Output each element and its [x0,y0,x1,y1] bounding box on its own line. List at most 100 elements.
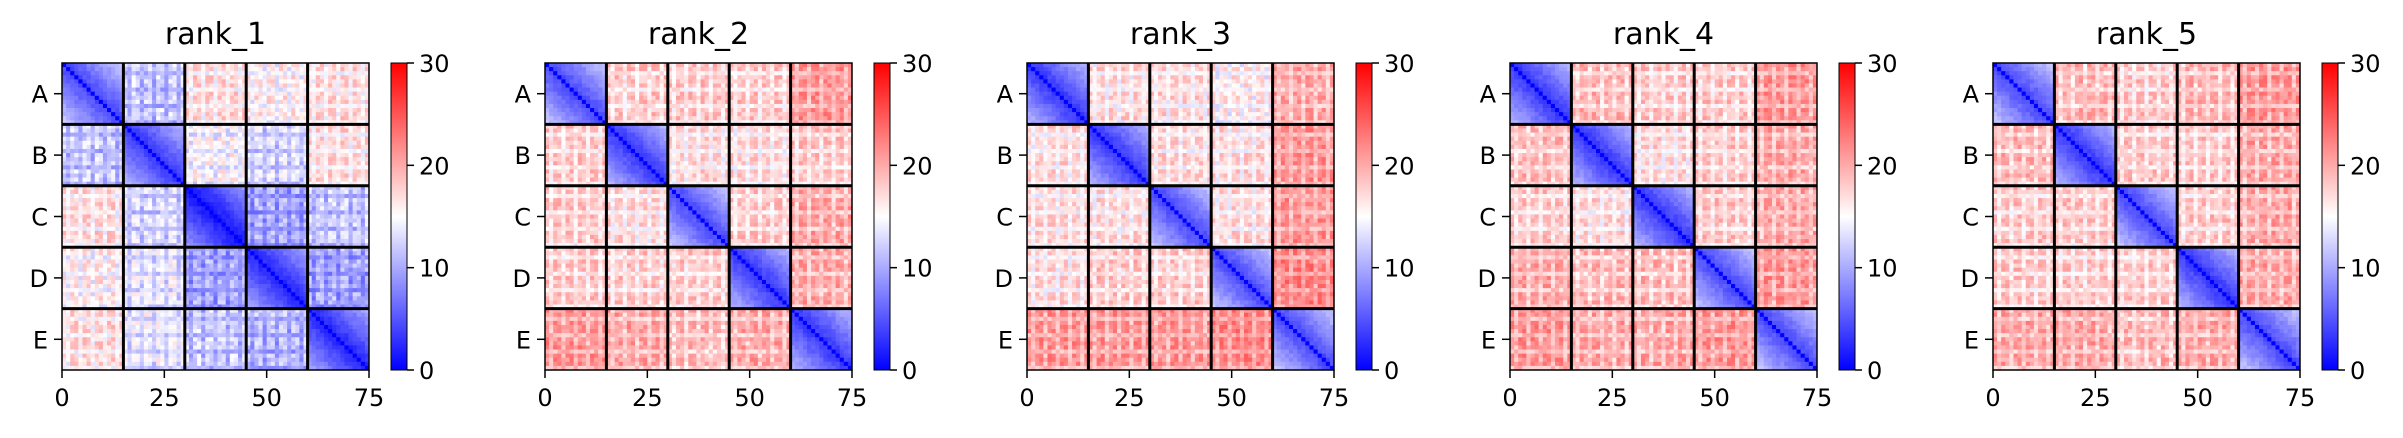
heatmap-cell [299,75,303,79]
heatmap-cell [222,92,226,96]
heatmap-cell [193,108,197,112]
heatmap-cell [340,235,344,239]
heatmap-cell [70,231,74,235]
heatmap-cell [291,96,295,100]
heatmap-cell [275,235,279,239]
heatmap-cell [291,88,295,92]
heatmap-cell [91,198,95,202]
heatmap-cell [70,313,74,317]
heatmap-cell [222,231,226,235]
heatmap-cell [140,219,144,223]
heatmap-cell [132,206,136,210]
heatmap-cell [107,235,111,239]
heatmap-cell [160,276,164,280]
heatmap-cell [87,296,91,300]
heatmap-cell [193,79,197,83]
heatmap-cell [78,161,82,165]
heatmap-cell [95,157,99,161]
heatmap-cell [74,264,78,268]
heatmap-cell [336,239,340,243]
heatmap-cell [291,190,295,194]
heatmap-cell [201,300,205,304]
heatmap-cell [148,145,152,149]
heatmap-cell [344,141,348,145]
heatmap-cell [136,169,140,173]
heatmap-cell [295,276,299,280]
heatmap-cell [267,88,271,92]
heatmap-cell [144,153,148,157]
heatmap-cell [91,149,95,153]
heatmap-cell [349,88,353,92]
heatmap-cell [357,161,361,165]
heatmap-cell [115,280,119,284]
heatmap-cell [279,149,283,153]
heatmap-cell [168,214,172,218]
heatmap-cell [132,268,136,272]
heatmap-cell [95,79,99,83]
heatmap-cell [78,219,82,223]
heatmap-cell [156,67,160,71]
heatmap-cell [160,71,164,75]
heatmap-cell [115,255,119,259]
heatmap-cell [132,83,136,87]
heatmap-cell [148,210,152,214]
heatmap-cell [193,219,197,223]
heatmap-cell [287,223,291,227]
heatmap-cell [353,112,357,116]
heatmap-cell [164,161,168,165]
heatmap-cell [328,235,332,239]
heatmap-cell [357,88,361,92]
heatmap-cell [349,329,353,333]
heatmap-cell [209,255,213,259]
heatmap-cell [197,206,201,210]
heatmap-cell [218,333,222,337]
heatmap-cell [197,276,201,280]
heatmap-cell [238,174,242,178]
heatmap-cell [271,88,275,92]
heatmap-cell [82,288,86,292]
heatmap-cell [168,219,172,223]
heatmap-cell [82,157,86,161]
heatmap-cell [312,133,316,137]
heatmap-cell [349,235,353,239]
heatmap-cell [328,288,332,292]
heatmap-cell [263,137,267,141]
heatmap-cell [144,288,148,292]
heatmap-cell [312,317,316,321]
heatmap-cell [357,206,361,210]
heatmap-cell [160,116,164,120]
heatmap-cell [299,223,303,227]
heatmap-cell [340,174,344,178]
heatmap-cell [189,79,193,83]
heatmap-cell [279,100,283,104]
heatmap-cell [152,83,156,87]
heatmap-cell [238,198,242,202]
heatmap-cell [275,178,279,182]
heatmap-cell [250,96,254,100]
heatmap-cell [91,108,95,112]
heatmap-cell [218,300,222,304]
heatmap-cell [271,210,275,214]
heatmap-cell [258,329,262,333]
heatmap-cell [222,329,226,333]
heatmap-cell [78,231,82,235]
heatmap-cell [205,169,209,173]
heatmap-cell [152,165,156,169]
heatmap-cell [160,206,164,210]
heatmap-cell [344,190,348,194]
heatmap-cell [312,79,316,83]
heatmap-cell [353,190,357,194]
heatmap-cell [82,333,86,337]
heatmap-cell [275,133,279,137]
heatmap-cell [152,96,156,100]
heatmap-cell [115,112,119,116]
heatmap-cell [99,292,103,296]
heatmap-cell [201,108,205,112]
heatmap-cell [312,128,316,132]
heatmap-cell [132,202,136,206]
heatmap-cell [132,96,136,100]
heatmap-cell [152,202,156,206]
heatmap-cell [189,157,193,161]
heatmap-cell [230,202,234,206]
heatmap-cell [279,194,283,198]
